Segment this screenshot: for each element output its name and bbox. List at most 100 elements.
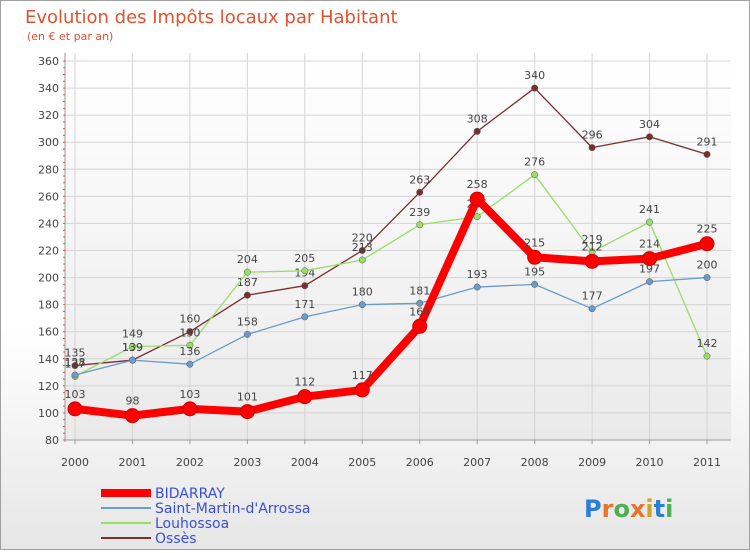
series-line xyxy=(74,276,708,376)
data-point xyxy=(186,328,194,336)
x-tick-label: 2006 xyxy=(406,456,434,469)
data-point xyxy=(416,188,424,196)
data-point xyxy=(186,341,194,349)
y-tick-label: 220 xyxy=(38,245,59,258)
y-tick-label: 160 xyxy=(38,326,59,339)
data-label: 150 xyxy=(179,326,200,339)
data-point xyxy=(186,360,194,368)
data-label: 291 xyxy=(697,135,718,148)
data-point xyxy=(469,191,485,207)
data-point xyxy=(416,221,424,229)
data-point xyxy=(71,371,79,379)
y-tick-label: 80 xyxy=(45,434,59,447)
data-point xyxy=(243,330,251,338)
data-label: 340 xyxy=(524,69,545,82)
data-point xyxy=(527,249,543,265)
proxiti-logo: Proxiti xyxy=(584,495,673,523)
data-label: 220 xyxy=(352,232,373,245)
y-axis-tick-labels: 80 100 120 140 160 180 200 220 240 260 280 300 320 34… xyxy=(38,55,59,447)
legend: BIDARRAYSaint-Martin-d'ArrossaLouhossoaO… xyxy=(101,486,311,547)
data-point xyxy=(129,343,136,351)
data-point xyxy=(703,352,711,360)
data-point xyxy=(412,318,428,334)
data-label: 204 xyxy=(237,253,258,266)
data-label: 136 xyxy=(179,345,200,358)
data-point xyxy=(531,280,539,288)
x-tick-label: 2007 xyxy=(463,456,491,469)
data-label: 149 xyxy=(122,328,143,341)
data-label: 180 xyxy=(352,286,373,299)
data-point xyxy=(124,408,140,424)
data-label: 304 xyxy=(639,118,660,131)
plot-area xyxy=(63,53,731,442)
x-tick-label: 2002 xyxy=(176,456,204,469)
data-point xyxy=(182,401,198,417)
x-tick-label: 2008 xyxy=(521,456,549,469)
series-saint-martin-d-arrossa: 128 139 136 158 171 180 181 193 195 177 197 200 xyxy=(65,259,718,379)
data-label: 213 xyxy=(352,241,373,254)
data-point xyxy=(129,356,136,364)
legend-item: Louhossoa xyxy=(101,516,229,532)
data-label: 142 xyxy=(697,337,718,350)
data-label: 177 xyxy=(582,290,603,303)
data-label: 214 xyxy=(639,238,660,251)
data-point xyxy=(642,251,658,267)
data-point xyxy=(699,236,715,252)
series-oss-s: 135139160187194220263308340296304291 xyxy=(65,69,718,370)
series-bidarray: 103 98 103 101 112 117 164 258 215 212 214 225 xyxy=(65,178,718,424)
y-tick-label: 140 xyxy=(38,353,59,366)
y-tick-label: 180 xyxy=(38,299,59,312)
x-tick-label: 2010 xyxy=(636,456,664,469)
data-label: 225 xyxy=(697,223,718,236)
legend-item: Saint-Martin-d'Arrossa xyxy=(101,501,311,517)
data-label: 158 xyxy=(237,315,258,328)
data-label: 212 xyxy=(582,240,603,253)
data-point xyxy=(67,401,83,417)
data-label: 205 xyxy=(294,252,315,265)
data-point xyxy=(243,291,251,299)
x-axis-tick-labels: 2000 2001 2002 2003 2004 2005 2006 2007 2008 2009… xyxy=(61,440,721,469)
data-point xyxy=(531,171,539,179)
data-label: 117 xyxy=(352,369,373,382)
plot-background xyxy=(65,53,731,440)
x-tick-label: 2003 xyxy=(233,456,261,469)
legend-item: Ossès xyxy=(101,531,197,547)
series-line xyxy=(74,87,708,367)
legend-label: Ossès xyxy=(155,531,197,547)
y-tick-label: 200 xyxy=(38,272,59,285)
data-label: 296 xyxy=(582,129,603,142)
data-point xyxy=(646,218,653,226)
logo-text: Proxiti xyxy=(584,495,673,523)
series-louhossoa: 127149150204205213239245276219241142 xyxy=(65,156,718,380)
data-point xyxy=(243,268,251,276)
data-point xyxy=(584,253,600,269)
data-point xyxy=(239,404,255,420)
legend-label: Saint-Martin-d'Arrossa xyxy=(155,501,311,517)
data-point xyxy=(358,247,366,254)
data-label: 139 xyxy=(122,341,143,354)
data-point xyxy=(473,283,481,291)
x-tick-label: 2005 xyxy=(348,456,376,469)
data-point xyxy=(473,127,481,135)
y-tick-label: 260 xyxy=(38,190,59,203)
data-point xyxy=(646,278,653,286)
data-point xyxy=(646,133,653,141)
data-label: 200 xyxy=(697,259,718,272)
data-point xyxy=(588,305,596,313)
data-point xyxy=(301,267,309,275)
y-tick-label: 300 xyxy=(38,136,59,149)
data-point xyxy=(354,382,370,398)
data-point xyxy=(358,256,366,264)
data-point xyxy=(531,84,539,92)
data-point xyxy=(301,313,309,321)
data-point xyxy=(703,150,711,158)
data-point xyxy=(588,144,596,152)
data-label: 103 xyxy=(179,388,200,401)
y-tick-label: 120 xyxy=(38,380,59,393)
data-label: 258 xyxy=(467,178,488,191)
chart-title: Evolution des Impôts locaux par Habitant xyxy=(25,7,398,28)
x-tick-label: 2011 xyxy=(693,456,721,469)
legend-label: Louhossoa xyxy=(155,516,229,532)
data-point xyxy=(358,301,366,309)
